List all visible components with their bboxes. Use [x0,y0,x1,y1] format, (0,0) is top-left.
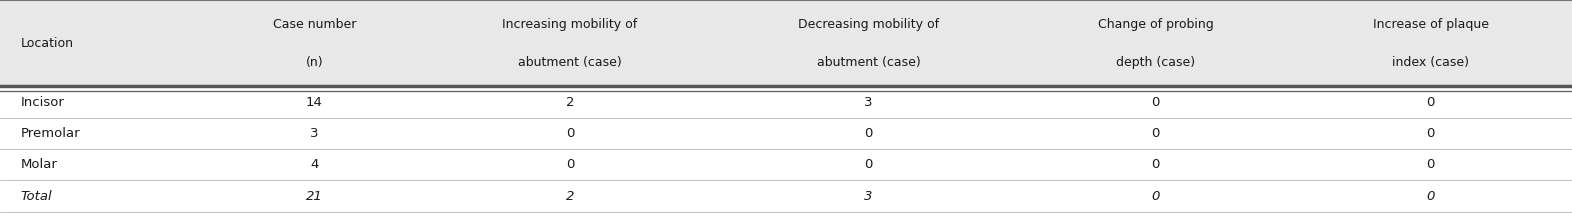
Text: 3: 3 [865,95,872,109]
Text: Incisor: Incisor [20,95,64,109]
Text: Molar: Molar [20,158,57,171]
Text: 0: 0 [1151,127,1160,140]
Text: Decreasing mobility of: Decreasing mobility of [799,18,938,31]
Text: 2: 2 [566,95,574,109]
Text: 4: 4 [310,158,319,171]
Text: abutment (case): abutment (case) [519,56,621,69]
Text: Location: Location [20,37,74,50]
Text: 0: 0 [1426,189,1435,203]
Text: Increasing mobility of: Increasing mobility of [501,18,638,31]
Text: 0: 0 [865,158,872,171]
Text: index (case): index (case) [1393,56,1468,69]
Text: 0: 0 [1151,158,1160,171]
Text: 0: 0 [566,158,574,171]
Text: 0: 0 [1151,95,1160,109]
Text: abutment (case): abutment (case) [817,56,920,69]
Bar [0,118,1572,149]
Bar [0,149,1572,180]
Text: Increase of plaque: Increase of plaque [1372,18,1489,31]
Text: 21: 21 [307,189,322,203]
Text: (n): (n) [305,56,324,69]
Text: 0: 0 [1426,95,1435,109]
Text: 0: 0 [1426,127,1435,140]
Text: depth (case): depth (case) [1116,56,1195,69]
Text: 3: 3 [310,127,319,140]
Text: 14: 14 [307,95,322,109]
Text: Premolar: Premolar [20,127,80,140]
Bar [0,86,1572,118]
Text: 2: 2 [566,189,574,203]
Text: 3: 3 [865,189,872,203]
Text: 0: 0 [1426,158,1435,171]
Text: 0: 0 [1151,189,1160,203]
Text: 0: 0 [566,127,574,140]
Bar [0,0,1572,86]
Text: 0: 0 [865,127,872,140]
Text: Change of probing: Change of probing [1097,18,1214,31]
Text: Case number: Case number [272,18,357,31]
Text: Total: Total [20,189,52,203]
Bar [0,180,1572,212]
